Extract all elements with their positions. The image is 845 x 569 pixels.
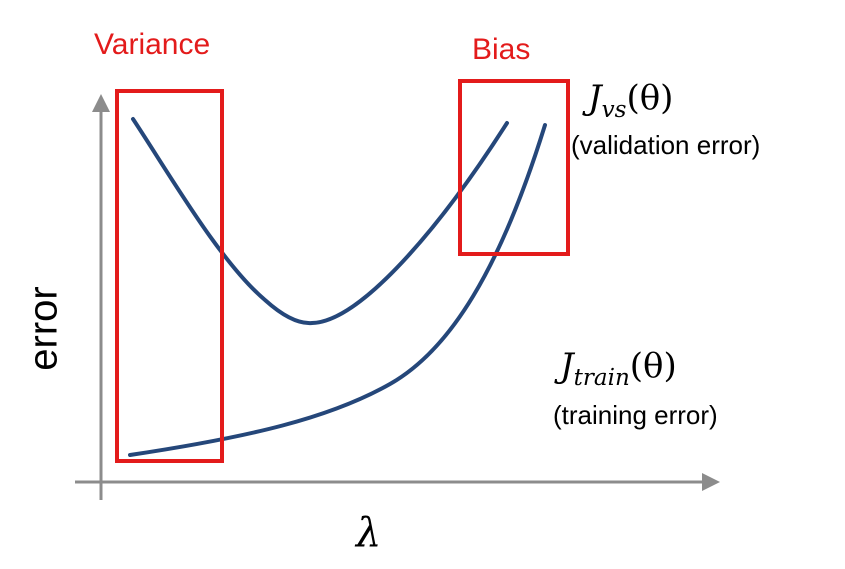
- variance-label: Variance: [94, 28, 211, 61]
- bias-region-box: [458, 79, 570, 256]
- y-axis-label: error: [21, 285, 66, 371]
- training-subscript: train: [573, 365, 630, 391]
- validation-error-curve: [131, 117, 509, 326]
- x-axis-arrowhead: [702, 473, 720, 491]
- validation-J: J: [588, 78, 602, 118]
- validation-error-caption: (validation error): [571, 130, 761, 160]
- training-theta: (θ): [629, 346, 677, 386]
- validation-theta: (θ): [626, 78, 674, 118]
- training-error-curve: [128, 123, 547, 457]
- y-axis-arrowhead: [92, 94, 110, 112]
- training-J: J: [560, 346, 574, 386]
- validation-subscript: vs: [601, 97, 627, 123]
- bias-label: Bias: [472, 33, 531, 66]
- validation-error-math-label: Jvs(θ): [588, 78, 673, 123]
- training-error-caption: (training error): [553, 400, 718, 430]
- training-error-math-label: Jtrain(θ): [560, 346, 677, 391]
- x-axis-label: λ: [356, 510, 382, 556]
- variance-region-box: [115, 89, 224, 463]
